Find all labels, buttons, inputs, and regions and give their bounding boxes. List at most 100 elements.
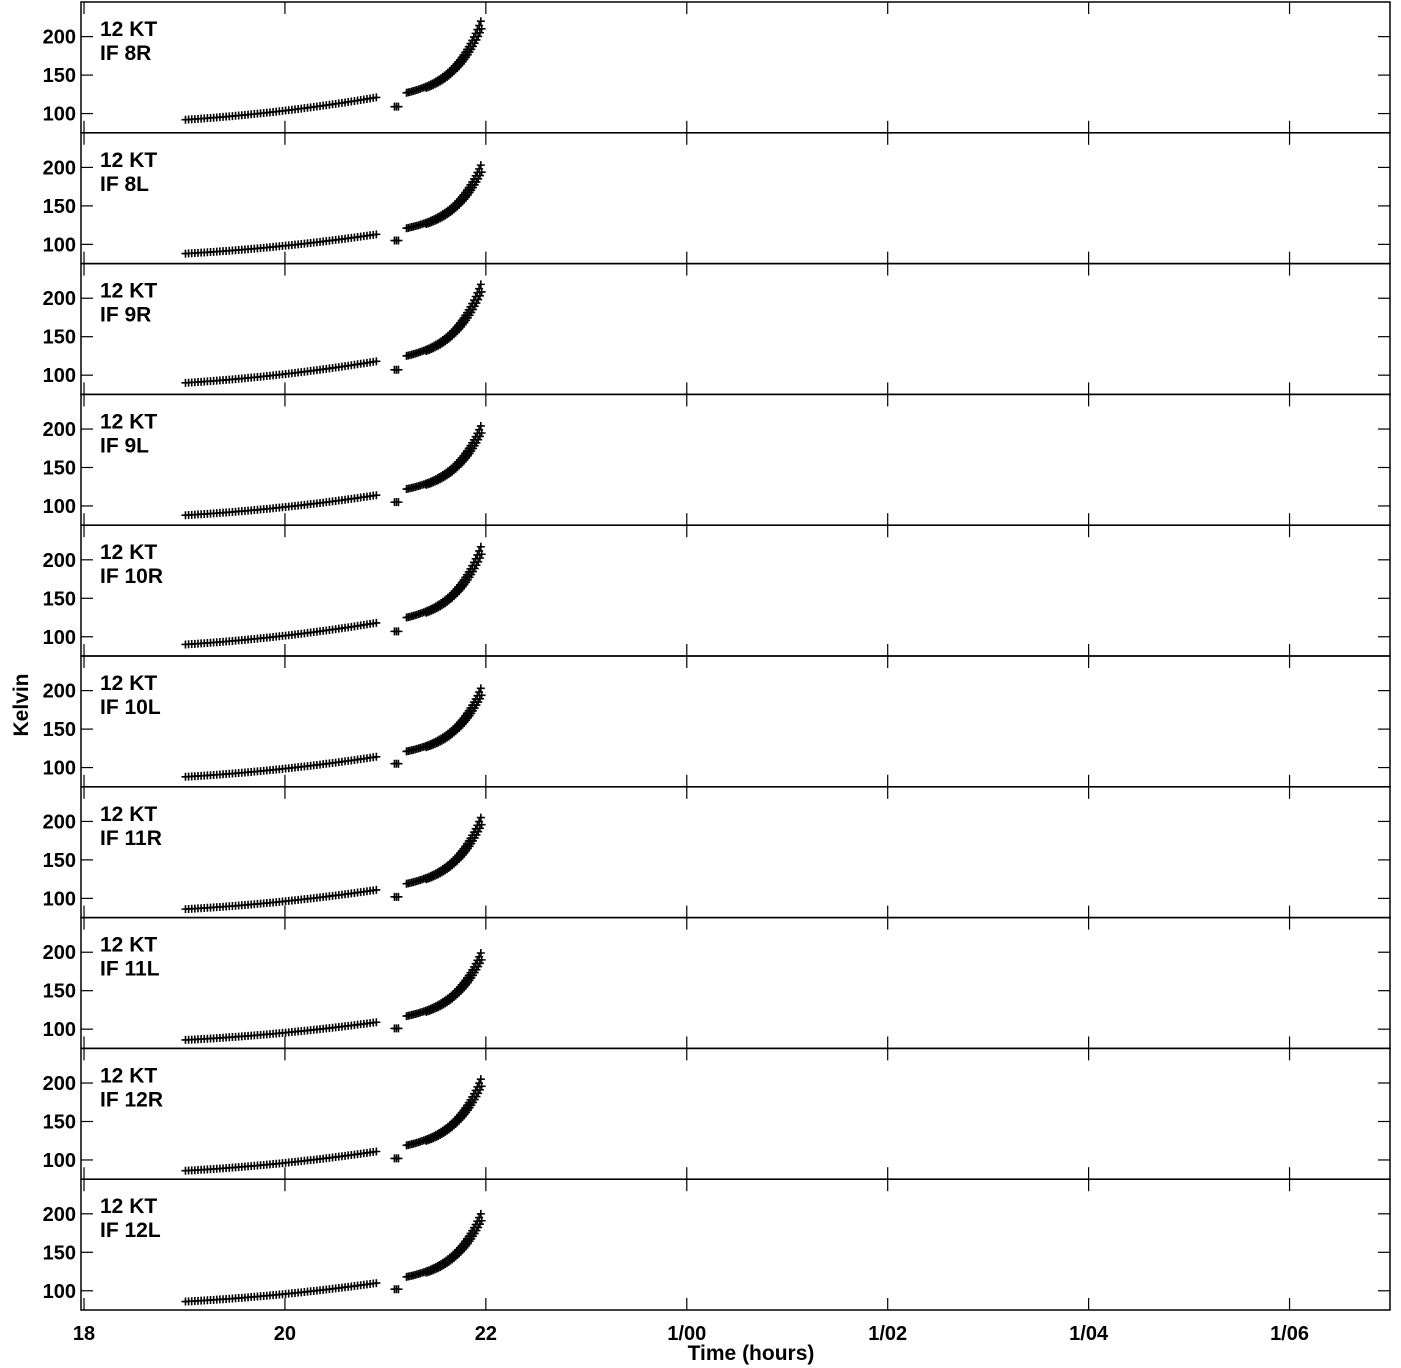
data-point xyxy=(394,1285,403,1294)
y-tick-label: 100 xyxy=(43,1281,76,1303)
y-tick-label: 100 xyxy=(43,1019,76,1041)
panel-frame xyxy=(80,1047,1391,1180)
panel-frame xyxy=(80,1,1391,134)
data-point xyxy=(372,885,381,894)
panel-label-station: 12 KT xyxy=(100,672,157,695)
panel-label-if: IF 9R xyxy=(100,304,151,327)
data-point xyxy=(372,357,381,366)
x-tick-label: 20 xyxy=(274,1323,296,1345)
panel-frame xyxy=(80,132,1391,265)
panel-label-station: 12 KT xyxy=(100,18,157,41)
panel-label-station: 12 KT xyxy=(100,280,157,303)
y-axis-title: Kelvin xyxy=(10,673,33,736)
data-point xyxy=(476,813,485,822)
data-point xyxy=(475,824,484,833)
panel-label-if: IF 8L xyxy=(100,173,149,196)
panel-label-if: IF 9L xyxy=(100,434,149,457)
data-point xyxy=(477,168,486,177)
data-point xyxy=(372,230,381,239)
y-tick-label: 200 xyxy=(43,811,76,833)
panel-frame xyxy=(80,655,1391,788)
y-tick-label: 200 xyxy=(43,1073,76,1095)
data-point xyxy=(394,1024,403,1033)
y-tick-label: 100 xyxy=(43,104,76,126)
data-point xyxy=(394,1154,403,1163)
panel-label-if: IF 8R xyxy=(100,42,151,65)
y-tick-label: 200 xyxy=(43,288,76,310)
panel-label-station: 12 KT xyxy=(100,149,157,172)
y-tick-label: 200 xyxy=(43,27,76,49)
data-point xyxy=(394,236,403,245)
data-point xyxy=(476,1209,485,1218)
y-tick-label: 150 xyxy=(43,719,76,741)
panel-frame xyxy=(80,1178,1391,1311)
x-axis: 18 20 22 1/00 1/02 1/04 1/06 xyxy=(73,1323,1309,1345)
panel-label-if: IF 12L xyxy=(100,1219,161,1242)
y-tick-label: 150 xyxy=(43,981,76,1003)
data-point xyxy=(472,35,481,44)
y-tick-label: 150 xyxy=(43,65,76,87)
data-point xyxy=(477,550,486,559)
panel-label-station: 12 KT xyxy=(100,1064,157,1087)
y-tick-label: 150 xyxy=(43,327,76,349)
data-point xyxy=(477,820,486,829)
y-tick-label: 100 xyxy=(43,496,76,518)
y-tick-label: 200 xyxy=(43,157,76,179)
data-point xyxy=(477,1216,486,1225)
data-point xyxy=(394,102,403,111)
data-point xyxy=(475,28,484,37)
y-tick-label: 150 xyxy=(43,1111,76,1133)
panel-label-station: 12 KT xyxy=(100,541,157,564)
data-point xyxy=(394,627,403,636)
data-point xyxy=(476,1075,485,1084)
y-tick-label: 100 xyxy=(43,365,76,387)
data-point xyxy=(477,429,486,438)
data-point xyxy=(372,618,381,627)
data-point xyxy=(372,93,381,102)
data-point xyxy=(475,554,484,563)
data-point xyxy=(394,892,403,901)
panel-label-if: IF 11L xyxy=(100,958,160,981)
panel-label-if: IF 12R xyxy=(100,1088,163,1111)
data-point xyxy=(477,1082,486,1091)
data-point xyxy=(372,752,381,761)
data-point xyxy=(394,759,403,768)
panel-label-if: IF 10R xyxy=(100,565,163,588)
y-tick-label: 200 xyxy=(43,1204,76,1226)
x-tick-label: 1/04 xyxy=(1069,1323,1109,1345)
y-tick-label: 150 xyxy=(43,196,76,218)
y-tick-label: 150 xyxy=(43,1242,76,1264)
data-point xyxy=(372,1279,381,1288)
panel-label-station: 12 KT xyxy=(100,1195,157,1218)
panel-frame xyxy=(80,393,1391,526)
panel-frame xyxy=(80,916,1391,1050)
data-point xyxy=(474,32,483,41)
x-tick-label: 1/06 xyxy=(1270,1323,1309,1345)
data-point xyxy=(476,17,485,26)
data-point xyxy=(474,295,483,304)
data-point xyxy=(394,365,403,374)
data-point xyxy=(476,542,485,551)
x-tick-label: 1/00 xyxy=(667,1323,706,1345)
data-point xyxy=(476,421,485,430)
data-point xyxy=(475,1085,484,1094)
x-tick-label: 22 xyxy=(475,1323,497,1345)
y-tick-label: 100 xyxy=(43,758,76,780)
y-tick-label: 200 xyxy=(43,942,76,964)
y-tick-label: 100 xyxy=(43,234,76,256)
x-tick-label: 18 xyxy=(73,1323,95,1345)
data-point xyxy=(477,955,486,964)
y-tick-label: 200 xyxy=(43,419,76,441)
data-point xyxy=(477,24,486,33)
data-point xyxy=(476,161,485,170)
data-point xyxy=(476,280,485,289)
data-point xyxy=(475,291,484,300)
panel-label-station: 12 KT xyxy=(100,803,157,826)
